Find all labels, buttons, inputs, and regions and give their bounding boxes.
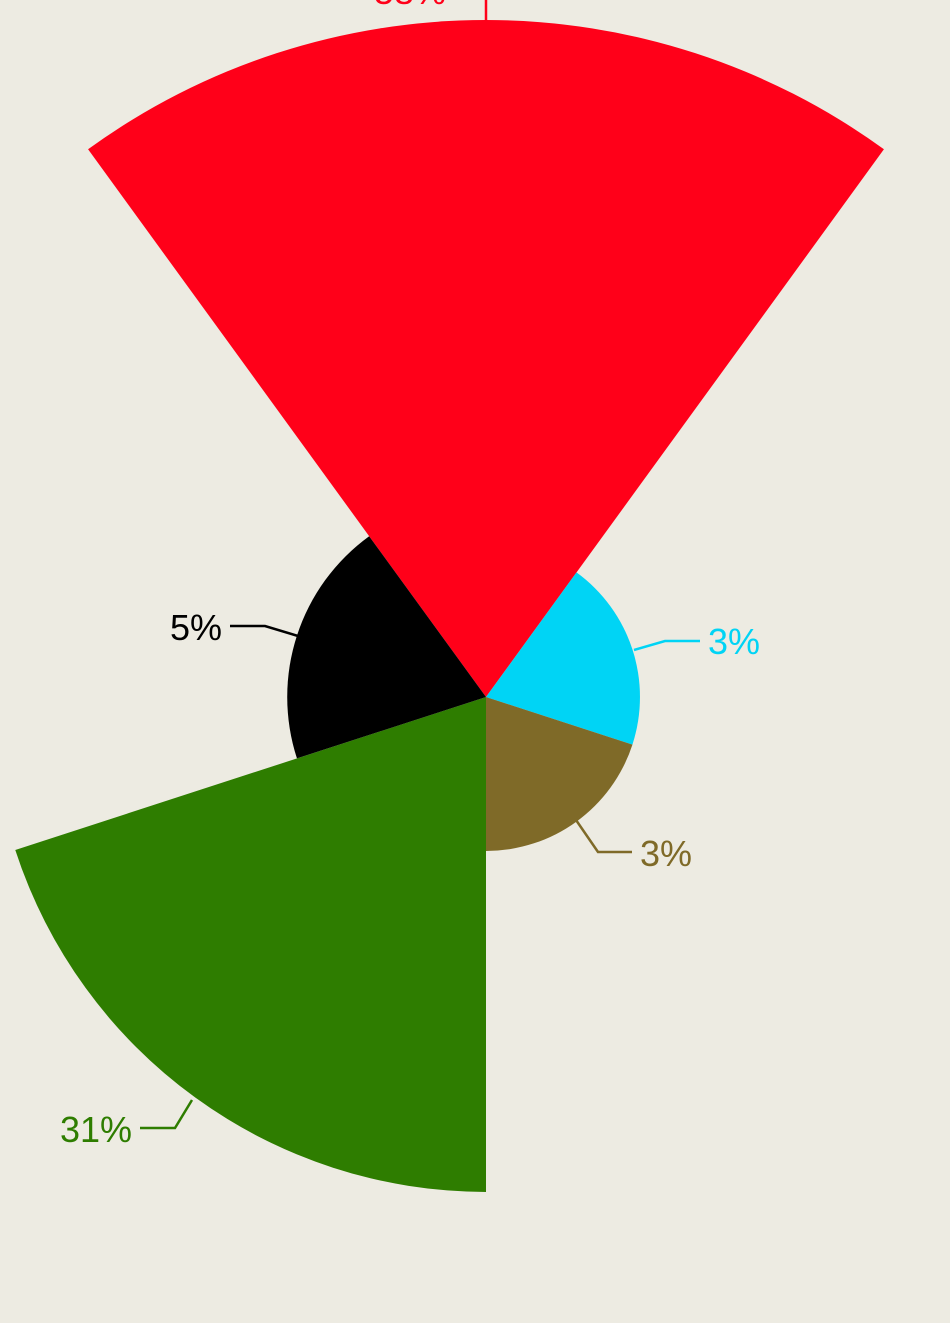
value-label: 3% xyxy=(640,833,692,874)
value-label: 58% xyxy=(374,0,446,12)
leader-line xyxy=(230,624,299,638)
leader-line xyxy=(574,819,632,854)
wedge xyxy=(486,697,633,851)
value-label: 31% xyxy=(60,1109,132,1150)
wedge xyxy=(88,20,884,698)
value-label: 3% xyxy=(708,621,760,662)
value-label: 5% xyxy=(170,607,222,648)
wedge xyxy=(15,697,486,1192)
leader-line xyxy=(140,1099,194,1130)
wedge xyxy=(486,572,640,745)
leader-line xyxy=(633,639,700,652)
wedge xyxy=(287,536,486,759)
